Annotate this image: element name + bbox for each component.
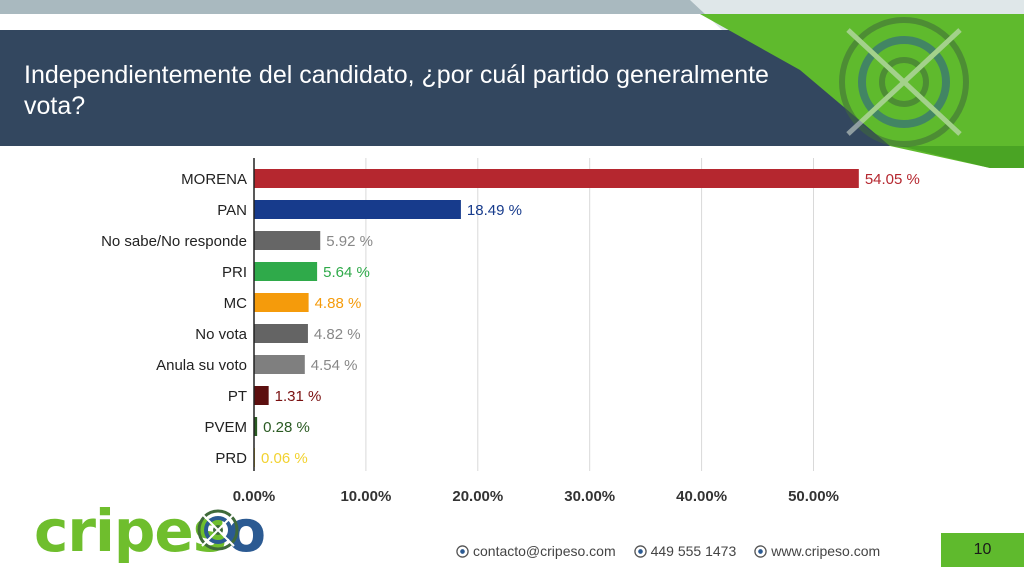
logo-text-part1: cripes (34, 497, 227, 565)
page-number: 10 (941, 533, 1024, 567)
category-label: PRD (215, 450, 247, 467)
bar (254, 417, 258, 436)
x-tick-labels: 0.00% 10.00% 20.00% 30.00% 40.00% 50.00% (233, 488, 839, 505)
value-labels: 54.05 % 18.49 % 5.92 % 5.64 % 4.88 % 4.82 % 4.… (261, 171, 920, 467)
bar (254, 262, 318, 281)
category-label: PRI (222, 264, 247, 281)
slide-title: Independientemente del candidato, ¿por c… (24, 61, 769, 120)
bar (254, 386, 269, 405)
value-label: 54.05 % (865, 171, 920, 188)
contact-email[interactable]: contacto@cripeso.com (456, 543, 616, 559)
value-label: 18.49 % (467, 202, 522, 219)
globe-icon (754, 544, 767, 558)
category-label: Anula su voto (156, 357, 247, 374)
deco-green-tip (900, 146, 1024, 168)
value-label: 0.28 % (263, 419, 310, 436)
category-label: No vota (195, 326, 247, 343)
value-label: 0.06 % (261, 450, 308, 467)
logo-text-part2: o (226, 497, 266, 565)
category-label: MORENA (181, 171, 247, 188)
value-label: 4.82 % (314, 326, 361, 343)
x-tick-label: 10.00% (340, 488, 391, 505)
contact-email-text: contacto@cripeso.com (473, 543, 616, 559)
footer-contacts: contacto@cripeso.com 449 555 1473 www.cr… (456, 541, 880, 561)
bar (254, 324, 308, 343)
category-label: PT (228, 388, 247, 405)
corner-decoration (690, 0, 1024, 168)
target-icon (197, 509, 239, 551)
bar (254, 200, 461, 219)
contact-website[interactable]: www.cripeso.com (754, 543, 880, 559)
contact-phone[interactable]: 449 555 1473 (633, 543, 737, 559)
bar (254, 169, 859, 188)
bar (254, 293, 309, 312)
x-tick-label: 30.00% (564, 488, 615, 505)
category-label: PAN (217, 202, 247, 219)
x-tick-label: 0.00% (233, 488, 276, 505)
x-tick-label: 50.00% (788, 488, 839, 505)
value-label: 5.92 % (326, 233, 373, 250)
category-label: PVEM (204, 419, 247, 436)
category-labels: MORENA PAN No sabe/No responde PRI MC No vota… (101, 171, 248, 467)
value-label: 4.88 % (315, 295, 362, 312)
bar (254, 355, 305, 374)
globe-icon (633, 544, 647, 558)
globe-icon (456, 544, 469, 558)
chart-bars (254, 169, 859, 467)
x-tick-label: 20.00% (452, 488, 503, 505)
x-tick-label: 40.00% (676, 488, 727, 505)
value-label: 4.54 % (311, 357, 358, 374)
bar-chart: MORENA PAN No sabe/No responde PRI MC No vota… (101, 158, 920, 505)
bar (254, 231, 321, 250)
contact-website-text: www.cripeso.com (771, 543, 881, 559)
category-label: No sabe/No responde (101, 233, 247, 250)
category-label: MC (224, 295, 247, 312)
value-label: 5.64 % (323, 264, 370, 281)
contact-phone-text: 449 555 1473 (650, 543, 737, 559)
deco-target-icon (839, 17, 969, 147)
brand-logo: cripeso (34, 497, 266, 565)
value-label: 1.31 % (275, 388, 322, 405)
